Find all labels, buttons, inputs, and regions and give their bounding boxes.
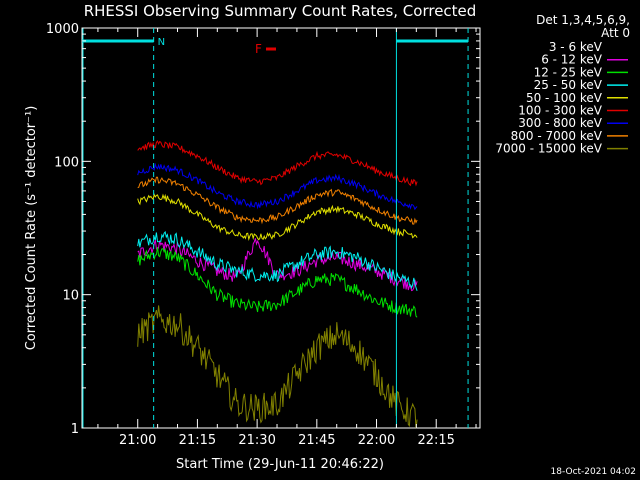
y-axis-label: Corrected Count Rate (s⁻¹ detector⁻¹) xyxy=(24,106,39,351)
legend-entry-label: 300 - 800 keV xyxy=(518,116,602,130)
y-tick-label: 1000 xyxy=(46,22,79,37)
legend-entry-label: 7000 - 15000 keV xyxy=(495,142,602,156)
y-tick-label: 1 xyxy=(71,422,79,437)
x-tick-label: 22:00 xyxy=(358,433,395,448)
series-line xyxy=(137,230,418,291)
plot-frame xyxy=(81,27,481,429)
x-axis-label: Start Time (29-Jun-11 20:46:22) xyxy=(176,457,384,472)
legend-entry-label: 100 - 300 keV xyxy=(518,104,602,118)
legend-entry-label: 3 - 6 keV xyxy=(549,40,603,54)
x-tick-label: 21:45 xyxy=(298,433,335,448)
legend-header-line-2: Att 0 xyxy=(601,26,630,40)
x-tick-label: 21:15 xyxy=(179,433,216,448)
series-line xyxy=(137,176,418,225)
series-line xyxy=(137,305,418,429)
x-tick-label: 22:15 xyxy=(417,433,454,448)
x-tick-label: 21:00 xyxy=(119,433,156,448)
legend-entry-label: 25 - 50 keV xyxy=(534,78,603,92)
flare-flag-label: F xyxy=(255,42,262,56)
legend-entry-label: 6 - 12 keV xyxy=(541,53,603,67)
legend-entry-label: 800 - 7000 keV xyxy=(511,129,603,143)
series-line xyxy=(137,192,418,242)
y-tick-label: 10 xyxy=(62,289,79,304)
tick-layer: 1 10 100 1000 21:00 21:15 21:30 21:45 22:00 22:15 xyxy=(46,22,480,448)
legend-entry-label: 12 - 25 keV xyxy=(534,65,603,79)
series-line xyxy=(137,140,418,187)
series-line xyxy=(137,257,418,345)
series-line xyxy=(137,247,418,318)
y-tick-label: 100 xyxy=(54,155,79,170)
x-tick-label: 21:30 xyxy=(238,433,275,448)
timestamp: 18-Oct-2021 04:02 xyxy=(551,467,636,477)
legend-entry-label: 50 - 100 keV xyxy=(526,91,603,105)
data-layer xyxy=(137,140,418,429)
legend-header-line-1: Det 1,3,4,5,6,9, xyxy=(536,13,630,27)
series-line xyxy=(137,162,418,211)
chart-title: RHESSI Observing Summary Count Rates, Co… xyxy=(84,2,477,20)
night-flag-label: N xyxy=(158,37,165,48)
